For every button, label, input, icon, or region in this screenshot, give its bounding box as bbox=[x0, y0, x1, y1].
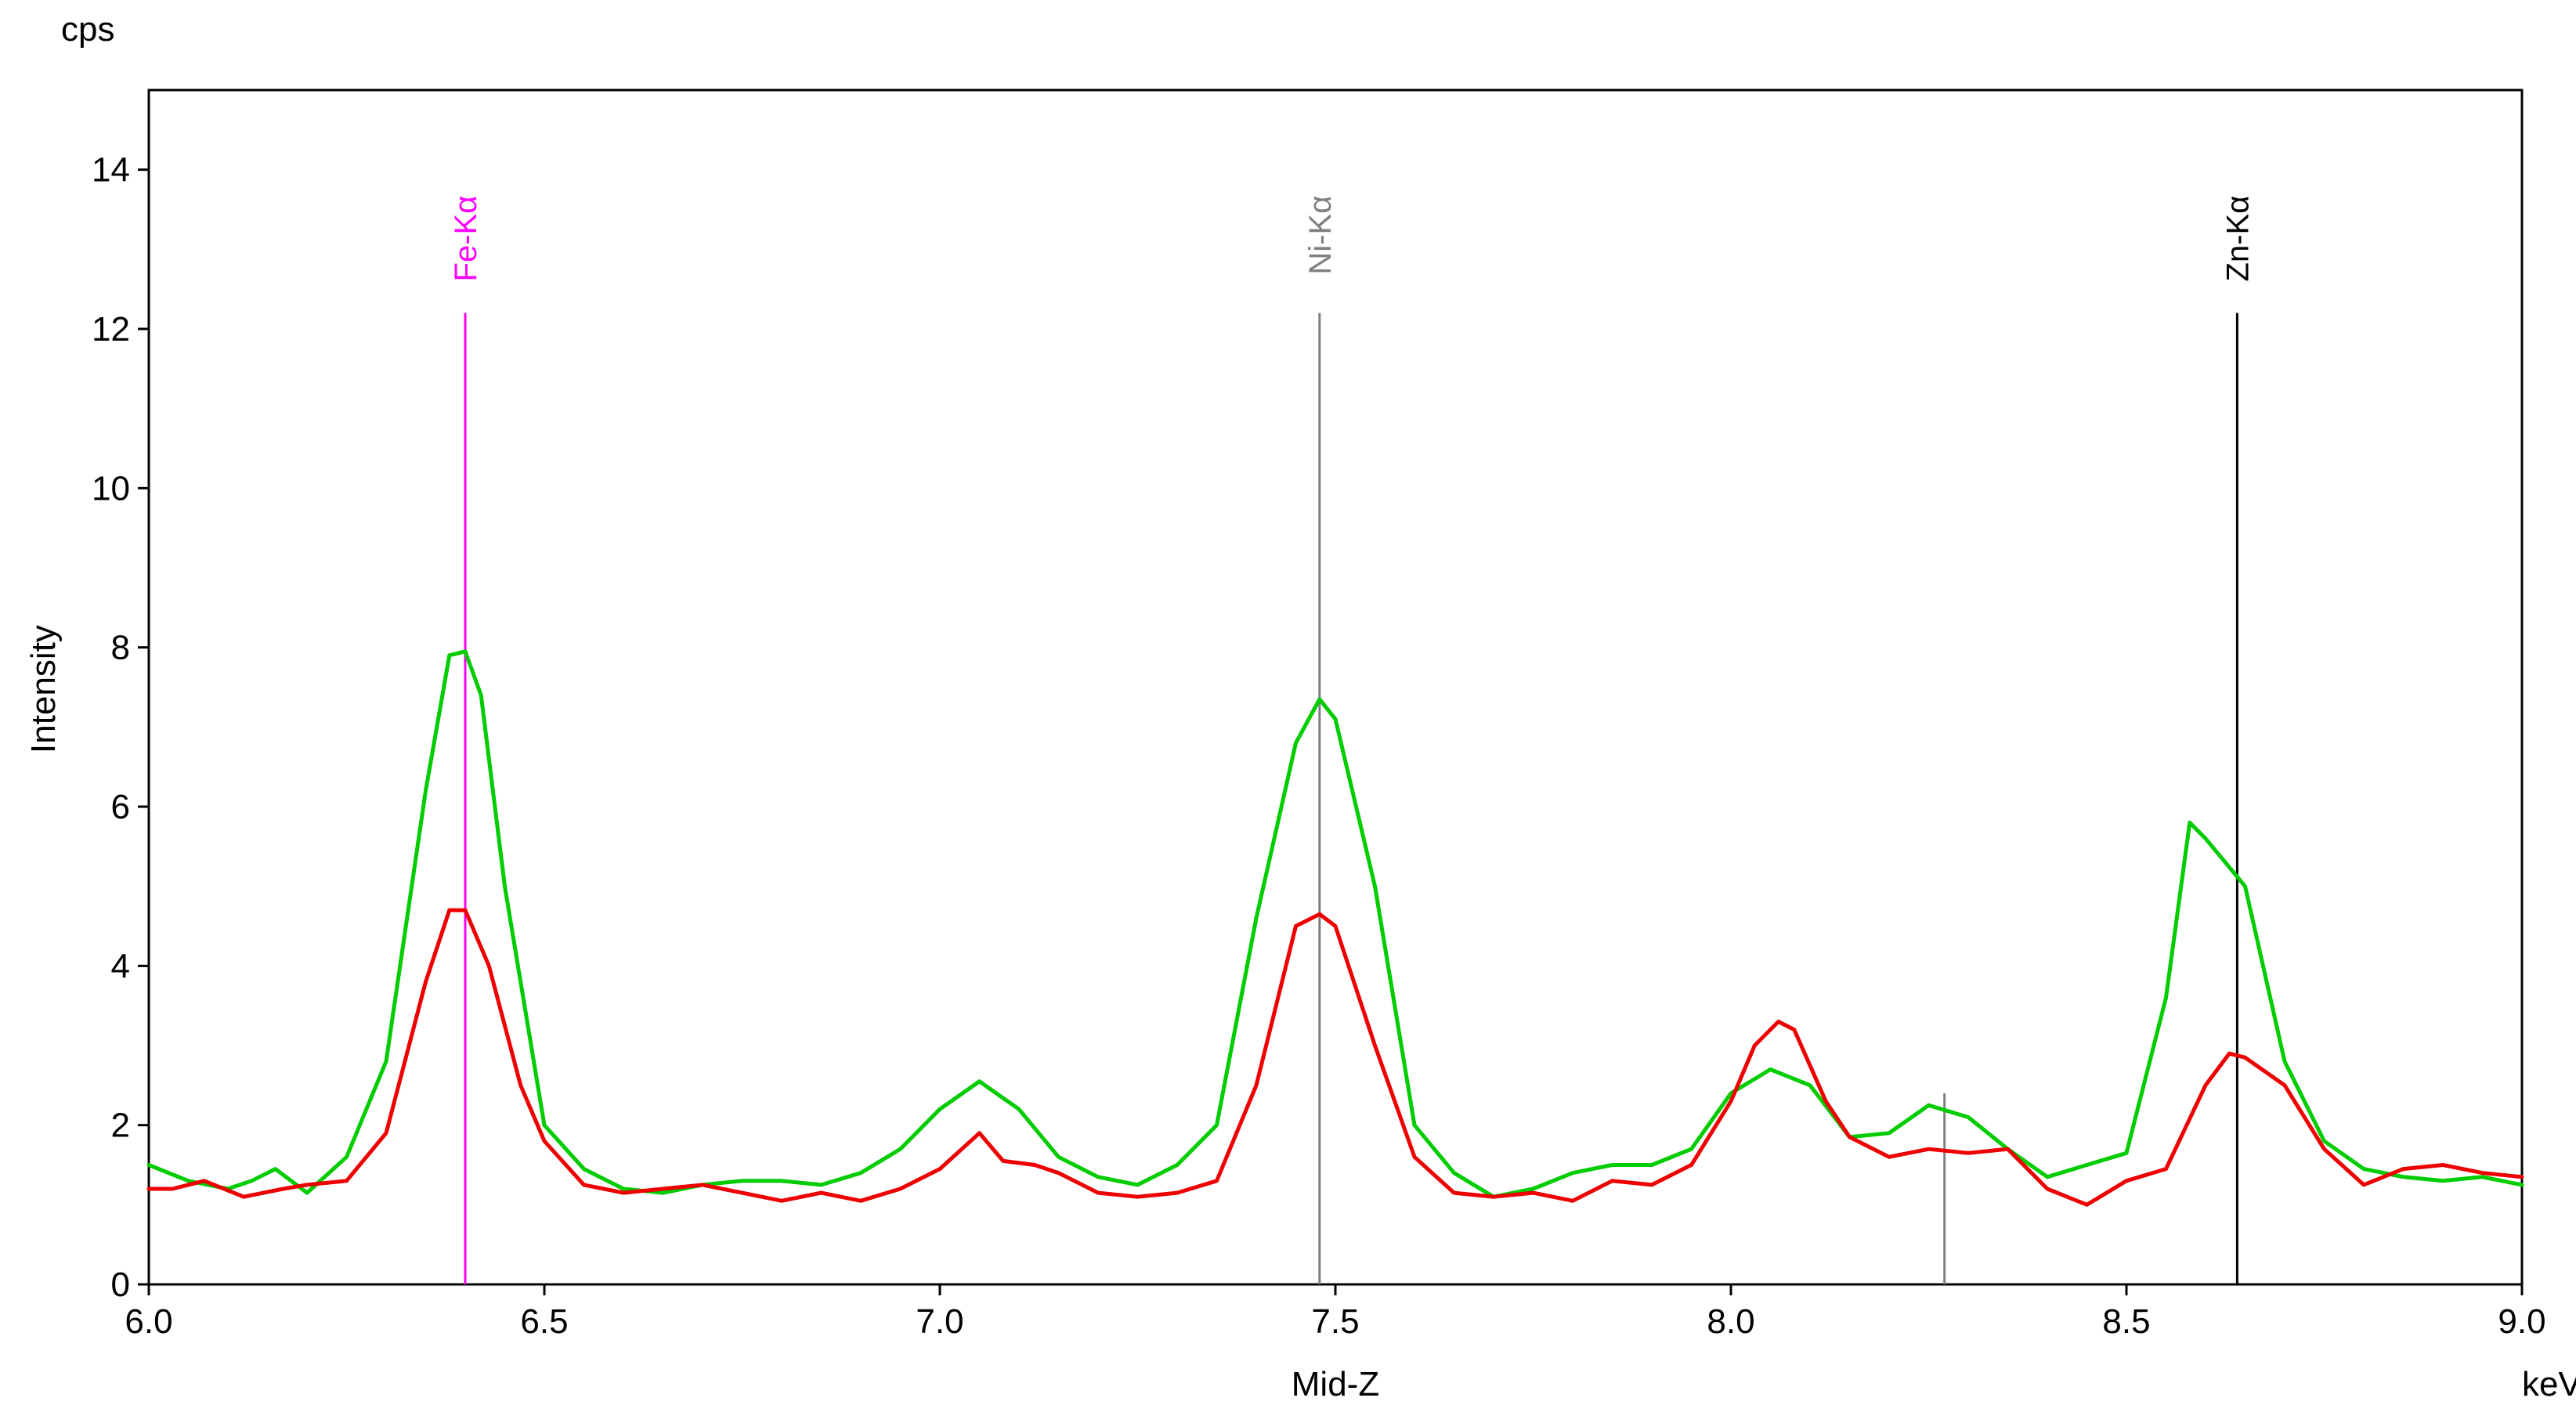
y-tick-label: 12 bbox=[92, 310, 130, 349]
marker-label: Ni-Kα bbox=[1303, 196, 1338, 275]
marker-label: Fe-Kα bbox=[449, 196, 483, 282]
x-unit-label: keV bbox=[2522, 1365, 2576, 1403]
y-tick-label: 4 bbox=[111, 947, 130, 985]
x-tick-label: 9.0 bbox=[2498, 1302, 2545, 1341]
y-tick-label: 10 bbox=[92, 469, 130, 507]
spectrum-series-1 bbox=[146, 649, 2524, 1199]
y-tick-label: 8 bbox=[111, 629, 130, 667]
x-tick-label: 8.5 bbox=[2102, 1302, 2150, 1341]
marker-label: Zn-Kα bbox=[2220, 196, 2255, 282]
x-tick-label: 6.0 bbox=[125, 1302, 172, 1341]
x-axis-title: Mid-Z bbox=[1292, 1365, 1379, 1403]
x-tick-label: 7.5 bbox=[1311, 1302, 1359, 1341]
y-tick-label: 14 bbox=[92, 151, 130, 190]
plot-area: 0 2 4 6 8 10 12 14 6.0 6.5 7.0 7.5 8.0 8.5 9.0 Fe-Kα Ni-… bbox=[92, 88, 2546, 1341]
y-tick-label: 6 bbox=[111, 788, 130, 826]
x-tick-label: 7.0 bbox=[916, 1302, 963, 1341]
x-tick-label: 6.5 bbox=[520, 1302, 568, 1341]
y-unit-label: cps bbox=[61, 10, 114, 49]
y-tick-label: 2 bbox=[111, 1107, 130, 1145]
y-tick-label: 0 bbox=[111, 1266, 130, 1304]
spectrum-series-2 bbox=[146, 908, 2524, 1207]
y-axis-title: Intensity bbox=[24, 625, 63, 753]
x-tick-label: 8.0 bbox=[1707, 1302, 1754, 1341]
